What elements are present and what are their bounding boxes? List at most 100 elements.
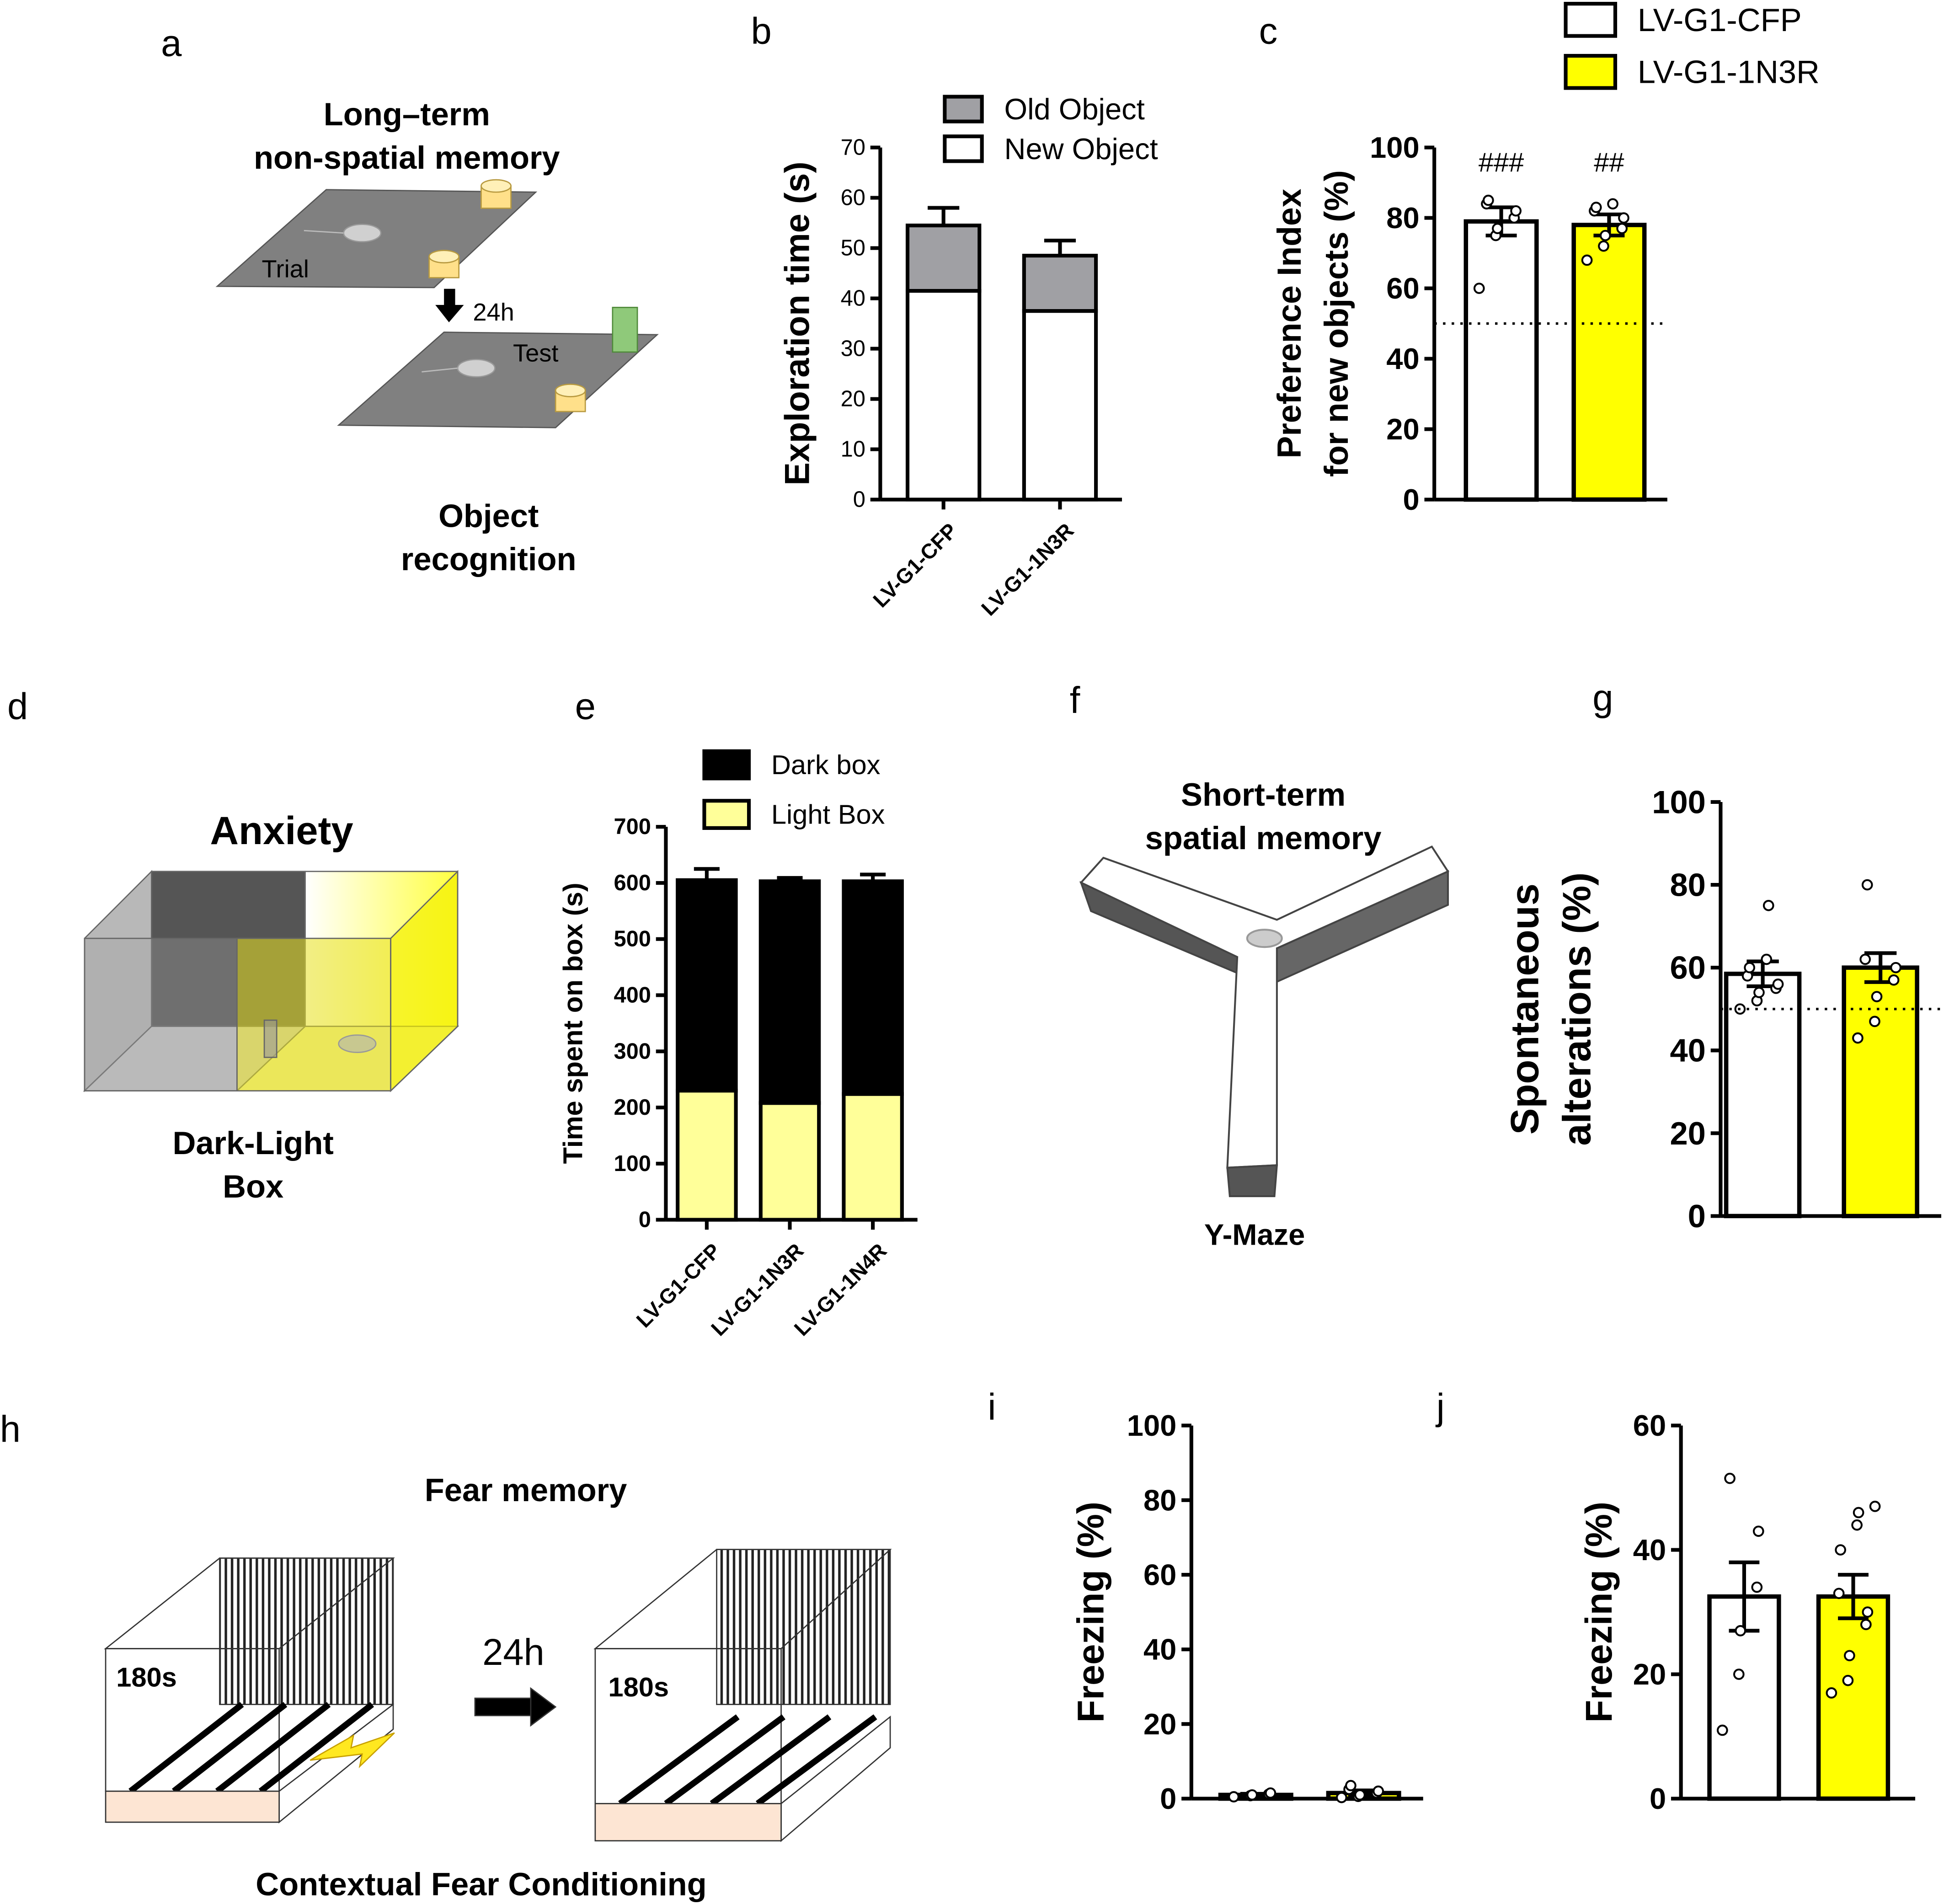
y-tick-label: 600 bbox=[614, 871, 651, 895]
y-tick-label: 300 bbox=[614, 1039, 651, 1064]
legend-swatch bbox=[943, 95, 984, 123]
diagram-label: 180s bbox=[116, 1662, 177, 1692]
y-tick-label: 100 bbox=[1370, 131, 1420, 164]
bar bbox=[1463, 219, 1539, 502]
data-point bbox=[1716, 1724, 1728, 1736]
y-tick-label: 0 bbox=[1403, 483, 1419, 516]
y-tick-label: 60 bbox=[1386, 272, 1419, 305]
legend-swatch bbox=[1564, 2, 1618, 38]
y-tick-label: 80 bbox=[1143, 1483, 1176, 1517]
panel-letter: h bbox=[0, 1408, 21, 1450]
data-point bbox=[1861, 879, 1873, 891]
y-tick-label: 40 bbox=[1670, 1032, 1705, 1069]
data-point bbox=[1833, 1588, 1845, 1599]
mouse bbox=[1246, 929, 1283, 948]
panel-letter: e bbox=[575, 686, 596, 727]
shock bbox=[310, 1732, 395, 1769]
data-point bbox=[1373, 1785, 1384, 1797]
panel-letter: b bbox=[751, 10, 772, 52]
y-axis-label: Time spent on box (s) bbox=[558, 882, 588, 1164]
diagram-title: non-spatial memory bbox=[254, 139, 560, 176]
data-point bbox=[1724, 1472, 1736, 1484]
bar-segment bbox=[905, 224, 982, 293]
diagram-caption: recognition bbox=[401, 541, 577, 577]
y-tick-label: 200 bbox=[614, 1095, 651, 1120]
y-tick-label: 20 bbox=[1386, 412, 1419, 446]
y-tick-label: 400 bbox=[614, 983, 651, 1007]
diagram-label: 24h bbox=[473, 299, 514, 326]
data-point bbox=[1869, 1016, 1880, 1027]
floor-base bbox=[105, 1790, 280, 1823]
y-tick-label: 0 bbox=[1160, 1782, 1176, 1815]
y-axis-label: Spontaneous bbox=[1503, 883, 1547, 1134]
y-tick-label: 60 bbox=[1143, 1558, 1176, 1591]
panel-letter: i bbox=[988, 1386, 996, 1428]
bar bbox=[1707, 1594, 1781, 1801]
legend-label: LV-G1-1N3R bbox=[1638, 54, 1820, 90]
data-point bbox=[1598, 240, 1609, 252]
y-axis-label: alterations (%) bbox=[1554, 872, 1599, 1146]
legend-label: Old Object bbox=[1004, 92, 1144, 126]
y-tick-label: 0 bbox=[1650, 1782, 1666, 1815]
panel-letter: j bbox=[1436, 1386, 1445, 1428]
data-point bbox=[1336, 1792, 1347, 1803]
data-point bbox=[1581, 254, 1593, 266]
y-tick-label: 30 bbox=[841, 337, 865, 361]
bar-segment bbox=[842, 879, 904, 1096]
object bbox=[555, 384, 586, 397]
data-point bbox=[1835, 1544, 1846, 1556]
box-front bbox=[236, 937, 391, 1091]
y-tick-label: 60 bbox=[841, 186, 865, 210]
bar-segment bbox=[842, 1092, 904, 1222]
data-point bbox=[1607, 198, 1618, 210]
y-tick-label: 500 bbox=[614, 927, 651, 952]
diagram-label: Trial bbox=[262, 255, 309, 283]
fear-conditioning-diagram: Fear memory 180s 24h 180s Contextual Fea… bbox=[104, 1472, 892, 1902]
object bbox=[612, 306, 638, 353]
y-tick-label: 80 bbox=[1670, 867, 1705, 903]
data-point bbox=[1618, 212, 1629, 224]
bar-segment bbox=[676, 1089, 738, 1222]
y-axis-label: Freezing (%) bbox=[1070, 1502, 1112, 1722]
data-point bbox=[1842, 1674, 1854, 1686]
y-tick-label: 80 bbox=[1386, 201, 1419, 235]
diagram-caption: Y-Maze bbox=[1204, 1218, 1305, 1252]
object-recognition-diagram: Long–term non-spatial memory Trial 24h T… bbox=[215, 96, 659, 577]
panel-letter: a bbox=[161, 22, 182, 64]
data-point bbox=[1826, 1687, 1837, 1699]
panel-letter: d bbox=[7, 686, 28, 727]
arrow bbox=[530, 1687, 557, 1727]
box-front bbox=[84, 937, 238, 1091]
bar-segment bbox=[758, 879, 821, 1105]
y-maze-diagram: Short-term spatial memory Y-Maze bbox=[1079, 776, 1449, 1252]
y-axis-label: Preference Index bbox=[1271, 188, 1308, 458]
y-tick-label: 100 bbox=[614, 1151, 651, 1176]
data-point bbox=[1869, 1501, 1881, 1512]
box-side bbox=[390, 870, 459, 1092]
mouse-tail bbox=[422, 367, 458, 373]
y-tick-label: 10 bbox=[841, 437, 865, 462]
bar bbox=[1842, 965, 1919, 1219]
data-point bbox=[1860, 1619, 1872, 1631]
mouse-tail bbox=[304, 230, 344, 234]
data-point bbox=[1733, 1669, 1745, 1680]
legend-swatch bbox=[943, 134, 984, 163]
data-point bbox=[1354, 1789, 1366, 1801]
diagram-label: 24h bbox=[482, 1631, 545, 1673]
diagram-caption: Contextual Fear Conditioning bbox=[256, 1866, 707, 1902]
legend-swatch bbox=[702, 749, 751, 781]
legend-label: New Object bbox=[1004, 132, 1158, 166]
y-tick-label: 20 bbox=[841, 387, 865, 412]
panel-letter: g bbox=[1592, 677, 1613, 719]
diagram-title: Fear memory bbox=[425, 1472, 627, 1508]
bar-segment bbox=[905, 289, 982, 502]
y-tick-label: 50 bbox=[841, 236, 865, 261]
dark-light-box-diagram: Anxiety Dark-Light Box bbox=[83, 808, 459, 1204]
legend-swatch bbox=[1564, 53, 1618, 90]
arrow bbox=[435, 305, 464, 322]
data-point bbox=[1762, 900, 1774, 911]
y-tick-label: 700 bbox=[614, 814, 651, 839]
y-tick-label: 0 bbox=[639, 1208, 651, 1232]
mouse bbox=[338, 1034, 377, 1053]
panel-letter: c bbox=[1259, 10, 1278, 52]
